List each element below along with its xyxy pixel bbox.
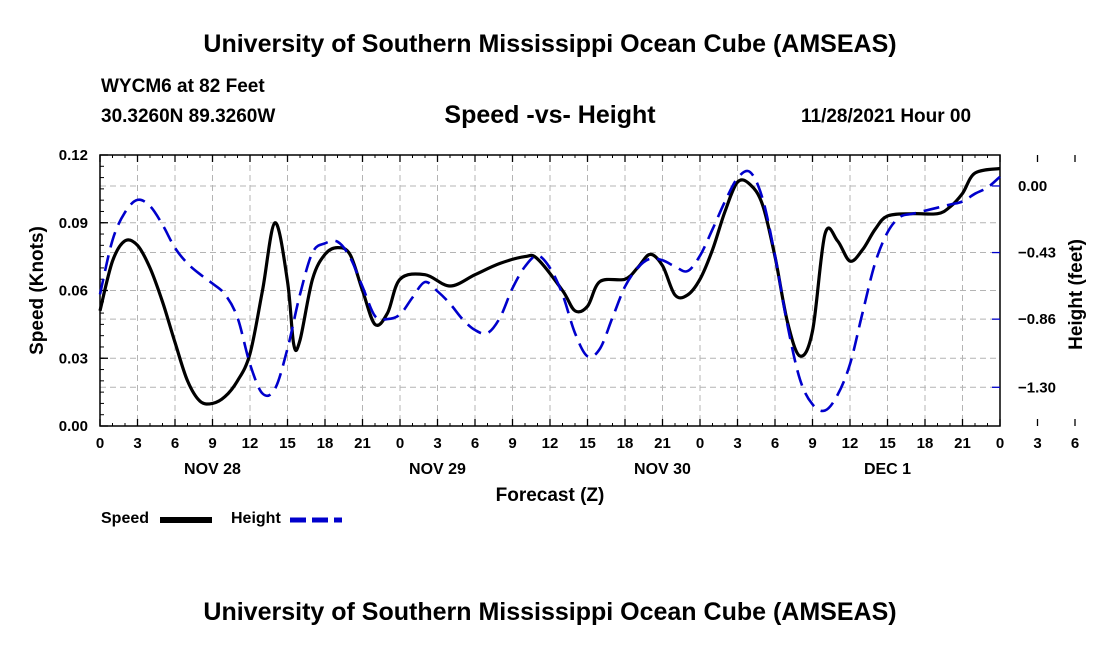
- x-tick-label: 12: [542, 435, 559, 452]
- day-label: NOV 29: [409, 461, 466, 478]
- y2-tick-label: 0.00: [1018, 178, 1047, 195]
- x-tick-label: 6: [171, 435, 179, 452]
- datetime-label: 11/28/2021 Hour 00: [801, 106, 972, 127]
- x-tick-label: 3: [733, 435, 741, 452]
- y2-axis-title: Height (feet): [1066, 239, 1087, 350]
- x-axis-title: Forecast (Z): [496, 485, 605, 506]
- bottom-title: University of Southern Mississippi Ocean…: [203, 598, 897, 626]
- x-tick-label: 9: [808, 435, 816, 452]
- x-tick-label: 3: [133, 435, 141, 452]
- y-tick-label: 0.03: [59, 350, 88, 367]
- x-tick-label: 0: [996, 435, 1004, 452]
- legend-speed-label: Speed: [101, 510, 150, 527]
- x-tick-label: 21: [654, 435, 671, 452]
- day-label: NOV 28: [184, 461, 241, 478]
- x-tick-label: 21: [354, 435, 371, 452]
- day-label: DEC 1: [864, 461, 911, 478]
- x-tick-label: 0: [696, 435, 704, 452]
- x-tick-label: 3: [433, 435, 441, 452]
- y-tick-label: 0.09: [59, 215, 88, 232]
- series-line-speed: [98, 166, 1001, 406]
- x-tick-label: 12: [242, 435, 259, 452]
- x-tick-label: 9: [508, 435, 516, 452]
- x-tick-label: 6: [471, 435, 479, 452]
- legend-height-label: Height: [231, 510, 281, 527]
- x-tick-label: 3: [1033, 435, 1041, 452]
- x-tick-label: 6: [771, 435, 779, 452]
- chart-subtitle: Speed -vs- Height: [444, 101, 656, 129]
- y-axis-title: Speed (Knots): [27, 226, 48, 355]
- day-label: NOV 30: [634, 461, 691, 478]
- x-tick-label: 15: [879, 435, 896, 452]
- y-tick-label: 0.06: [59, 283, 88, 300]
- x-tick-label: 0: [96, 435, 104, 452]
- x-tick-label: 0: [396, 435, 404, 452]
- x-tick-label: 18: [617, 435, 634, 452]
- series-line-height: [98, 169, 1001, 413]
- x-tick-label: 6: [1071, 435, 1079, 452]
- y2-tick-label: −1.30: [1018, 379, 1056, 396]
- main-title: University of Southern Mississippi Ocean…: [203, 30, 897, 58]
- y-tick-label: 0.00: [59, 418, 88, 435]
- station-label: WYCM6 at 82 Feet: [101, 76, 265, 97]
- y2-tick-label: −0.43: [1018, 245, 1056, 262]
- coordinates-label: 30.3260N 89.3260W: [101, 106, 276, 127]
- y-tick-label: 0.12: [59, 147, 88, 164]
- x-tick-label: 21: [954, 435, 971, 452]
- x-tick-label: 15: [579, 435, 596, 452]
- x-tick-label: 18: [317, 435, 334, 452]
- x-tick-label: 9: [208, 435, 216, 452]
- x-tick-label: 15: [279, 435, 296, 452]
- x-tick-label: 18: [917, 435, 934, 452]
- x-tick-label: 12: [842, 435, 859, 452]
- y2-tick-label: −0.86: [1018, 311, 1056, 328]
